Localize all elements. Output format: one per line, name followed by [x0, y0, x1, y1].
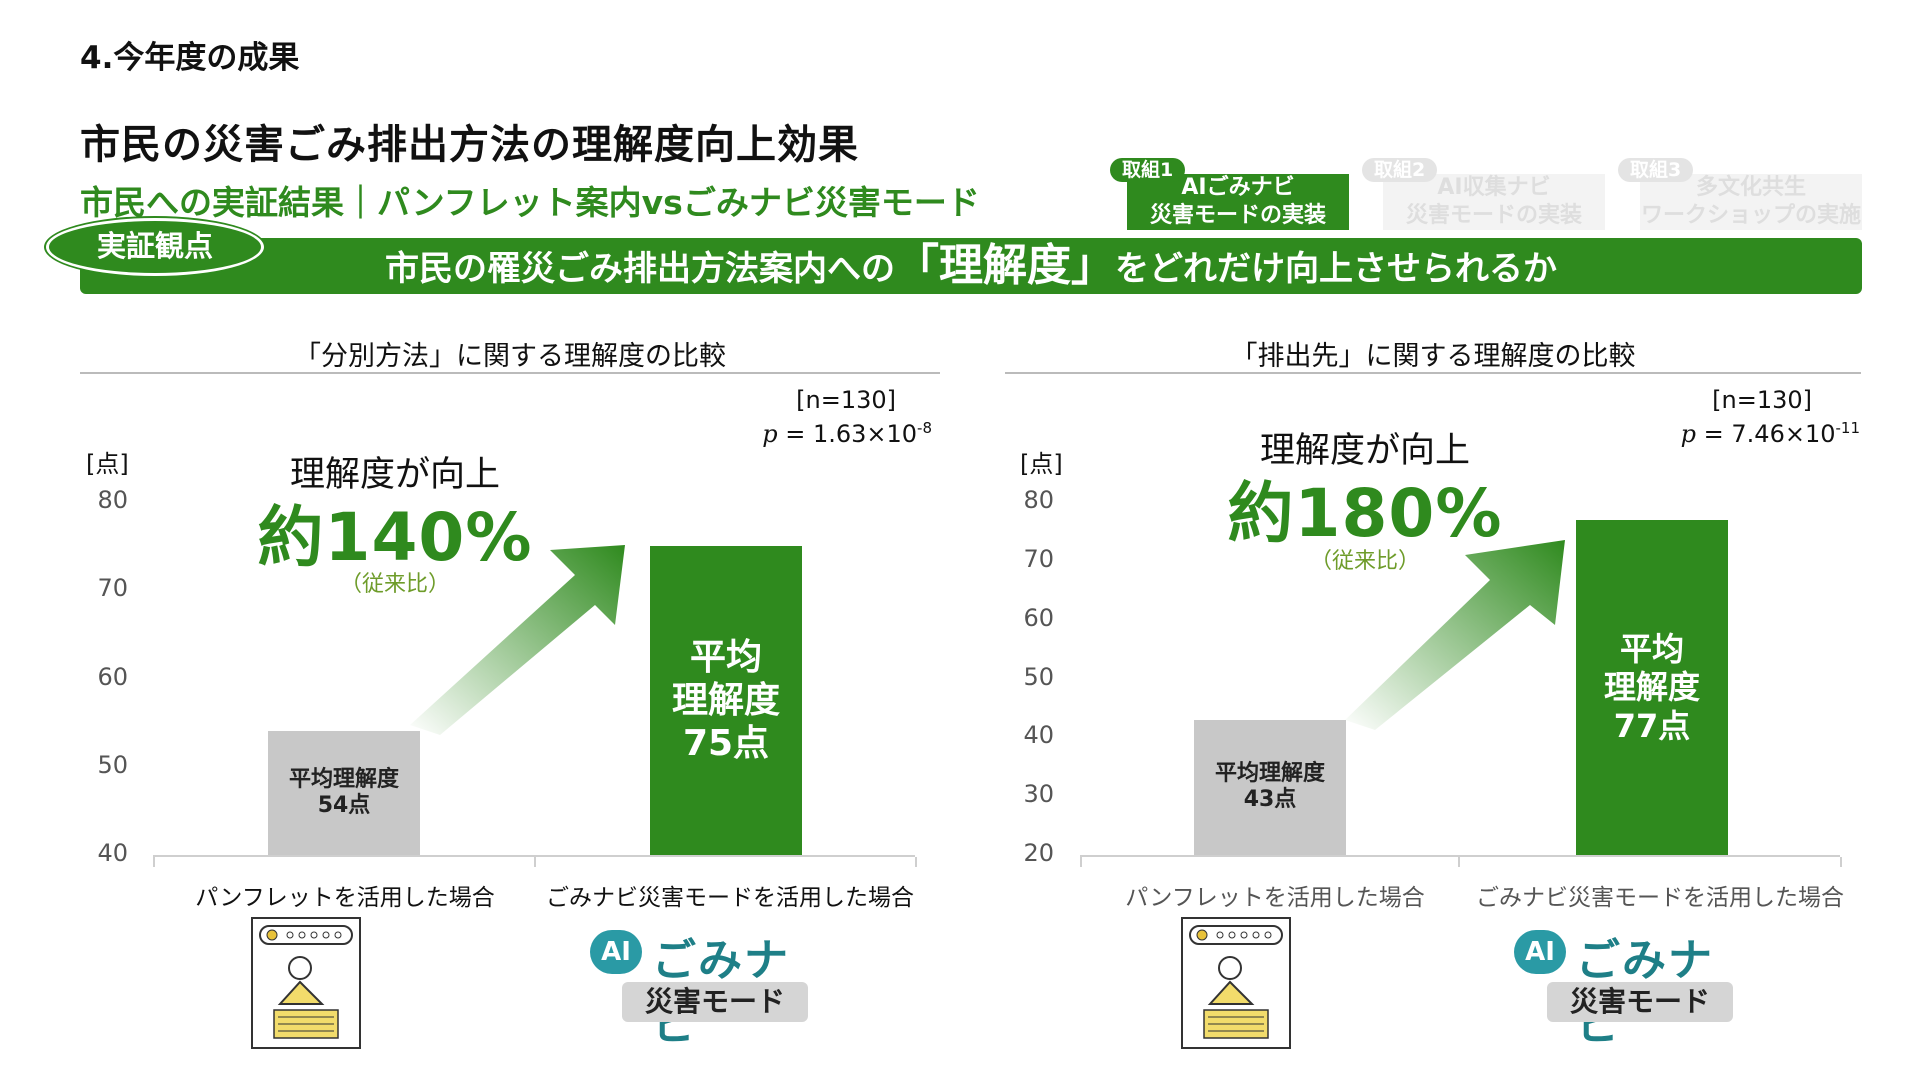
gomi-navi-logo: AI ごみナビ [590, 926, 830, 1050]
chart1-ytick-label: 70 [97, 574, 128, 603]
chart1-gain-value: 約140% [257, 499, 533, 576]
tab-initiative-1[interactable]: AIごみナビ 災害モードの実装 [1127, 174, 1349, 230]
tab-initiative-1-line1: AIごみナビ [1181, 175, 1295, 200]
chart2-gain-value: 約180% [1227, 475, 1503, 552]
tab-initiative-3-line1: 多文化共生 [1695, 175, 1806, 200]
chart1-ytick-label: 40 [97, 839, 128, 867]
chart2-p-value: p = 7.46×10-11 [1560, 414, 1860, 448]
tab-initiative-1-badge: 取組1 [1110, 158, 1186, 182]
chart2-p-symbol: p [1680, 420, 1697, 448]
chart2-ytick-label: 30 [1023, 780, 1054, 809]
chart2-ytick-label: 80 [1023, 486, 1054, 514]
chart1-bar-1-label: 平均理解度 54点 [268, 767, 420, 820]
chart2-bar-2-label-line: 77点 [1613, 706, 1691, 745]
chart1-x-axis-tick [153, 857, 155, 867]
chart1-p-exp: -8 [917, 419, 932, 437]
pamphlet-icon [251, 917, 361, 1049]
chart1-ytick-label: 50 [97, 750, 128, 779]
tab-initiative-3[interactable]: 多文化共生 ワークショップの実施 [1640, 174, 1862, 230]
chart2-gain-note: （従来比） [1309, 549, 1420, 574]
chart2-sample-size: [n=130] [1712, 386, 1812, 414]
chart2-bar-1-label-line: 43点 [1243, 787, 1297, 813]
chart2-bar-1-label-line: 平均理解度 [1214, 760, 1325, 786]
chart1-bar-2-label: 平均 理解度 75点 [650, 636, 802, 766]
chart1-sample-size: [n=130] [796, 386, 896, 414]
chart2-gain-lead: 理解度が向上 [1259, 431, 1470, 471]
chart2-x-axis-tick [1080, 857, 1082, 867]
chart2-bar-2 [1576, 519, 1728, 855]
chart1-bar-1 [268, 731, 420, 855]
chart1-p-symbol: p [762, 420, 778, 448]
chart1-x-axis-tick [534, 857, 536, 867]
chart1-bar-2-label-line: 理解度 [671, 679, 780, 721]
logo-disaster-mode: 災害モード [1547, 982, 1733, 1022]
banner-text-after: をどれだけ向上させられるか [1115, 249, 1557, 289]
chart2-x-axis [1080, 855, 1840, 857]
tab-initiative-3-line2: ワークショップの実施 [1640, 203, 1861, 228]
chart2-x-axis-tick [1458, 857, 1460, 867]
chart2-p-exp: -11 [1835, 419, 1861, 437]
logo-ai-mark: AI [590, 930, 642, 974]
chart1-bar-1-label-line: 平均理解度 [288, 766, 399, 792]
chart1-ytick-label: 60 [97, 662, 128, 691]
chart1-p-text: = 1.63×10 [785, 420, 918, 448]
page-subtitle: 市民への実証結果｜パンフレット案内vsごみナビ災害モード [80, 183, 980, 222]
logo-wordmark: ごみナビ [652, 935, 790, 1050]
chart1-bar-2 [650, 546, 802, 855]
tab-initiative-2-badge: 取組2 [1362, 158, 1438, 182]
chart1-bar-2-label-line: 平均 [689, 636, 762, 678]
chart2-p-text: = 7.46×10 [1703, 420, 1836, 448]
chart1-x-axis-tick [915, 857, 917, 867]
chart2-ytick-label: 20 [1023, 839, 1054, 867]
chart2-bar-1 [1194, 719, 1346, 855]
chart1-y-unit: [点] [86, 450, 129, 478]
chart2-bar-1-label: 平均理解度 43点 [1194, 761, 1346, 814]
banner-text-before: 市民の罹災ごみ排出方法案内への [385, 249, 895, 289]
chart2-bar-2-label-line: 平均 [1619, 629, 1684, 668]
tab-initiative-2-line1: AI収集ナビ [1437, 175, 1551, 200]
chart1-title: 「分別方法」に関する理解度の比較 [294, 341, 726, 372]
chart1-gain-lead: 理解度が向上 [289, 455, 500, 495]
chart1-p-value: p = 1.63×10-8 [650, 414, 932, 448]
chart1-bar-2-label-line: 75点 [682, 723, 770, 765]
banner-badge: 実証観点 [46, 218, 264, 276]
chart1-category-2: ごみナビ災害モードを活用した場合 [546, 885, 914, 911]
pamphlet-icon [1181, 917, 1291, 1049]
page-title: 市民の災害ごみ排出方法の理解度向上効果 [80, 122, 859, 168]
chart2-growth-arrow [1345, 540, 1565, 730]
chart2-x-axis-tick [1840, 857, 1842, 867]
chart1-ytick-label: 80 [97, 486, 128, 514]
chart1-title-rule [80, 372, 940, 374]
chart2-ytick-label: 60 [1023, 603, 1054, 632]
tab-initiative-1-line2: 災害モードの実装 [1149, 203, 1326, 228]
chart1-category-1: パンフレットを活用した場合 [195, 885, 495, 911]
chart2-ytick-label: 40 [1023, 721, 1054, 750]
chart2-bar-2-label-line: 理解度 [1603, 668, 1700, 707]
banner-text: 市民の罹災ごみ排出方法案内への「理解度」をどれだけ向上させられるか [80, 244, 1862, 291]
chart2-ytick-label: 70 [1023, 544, 1054, 573]
section-number: 4.今年度の成果 [80, 40, 300, 76]
tab-initiative-2[interactable]: AI収集ナビ 災害モードの実装 [1383, 174, 1605, 230]
chart2-category-2: ごみナビ災害モードを活用した場合 [1476, 885, 1844, 911]
chart2-y-unit: [点] [1020, 450, 1063, 478]
banner-bar [80, 238, 1862, 294]
chart1-growth-arrow [410, 545, 625, 735]
gomi-navi-logo: AI ごみナビ [1514, 926, 1754, 1050]
chart1-bar-1-label-line: 54点 [317, 793, 371, 819]
banner-text-emphasis: 「理解度」 [895, 240, 1115, 291]
chart2-ytick-label: 50 [1023, 662, 1054, 691]
chart2-title-rule [1005, 372, 1861, 374]
chart2-category-1: パンフレットを活用した場合 [1125, 885, 1425, 911]
chart1-x-axis [153, 855, 915, 857]
logo-ai-mark: AI [1514, 930, 1566, 974]
tab-initiative-2-line2: 災害モードの実装 [1405, 203, 1582, 228]
logo-disaster-mode: 災害モード [622, 982, 808, 1022]
chart2-bar-2-label: 平均 理解度 77点 [1576, 630, 1728, 745]
chart2-title: 「排出先」に関する理解度の比較 [1230, 341, 1636, 372]
chart1-gain-note: （従来比） [339, 572, 450, 597]
tab-initiative-3-badge: 取組3 [1618, 158, 1694, 182]
